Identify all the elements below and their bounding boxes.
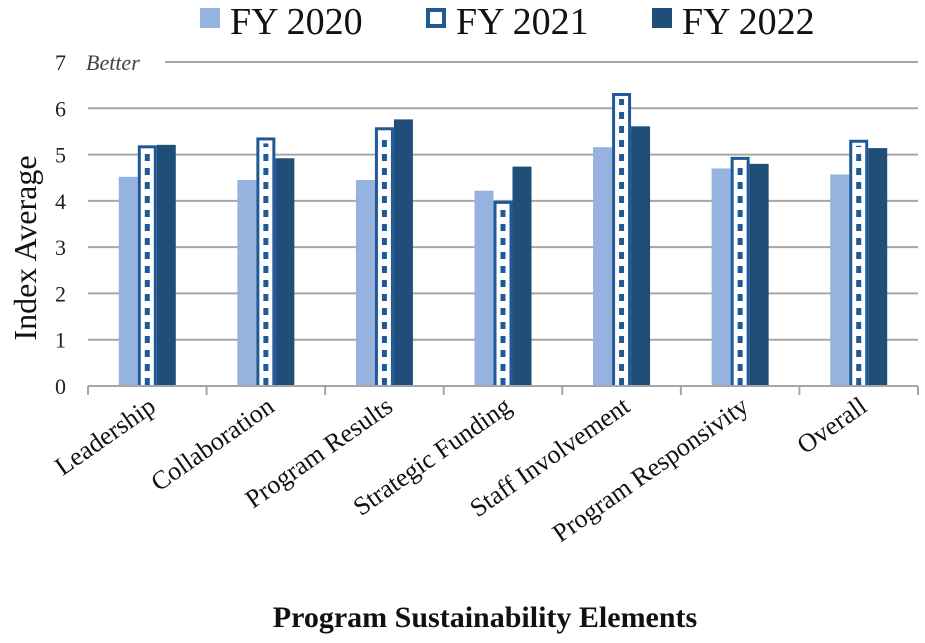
bar-program-responsivity-fy-2022 [749, 163, 769, 386]
x-axis-label: Program Sustainability Elements [273, 601, 697, 634]
bar-leadership-fy-2022 [156, 144, 176, 386]
bar-staff-involvement-fy-2020 [593, 147, 613, 386]
bar-strategic-funding-fy-2022 [512, 166, 532, 386]
y-tick-label-4: 4 [55, 189, 66, 214]
bar-staff-involvement-fy-2022 [631, 126, 651, 386]
category-label-overall: Overall [792, 391, 873, 459]
bar-program-responsivity-fy-2020 [711, 168, 731, 386]
y-axis-label: Index Average [7, 155, 43, 340]
legend: FY 2020 FY 2021 FY 2022 [200, 1, 815, 43]
bar-program-results-fy-2020 [355, 180, 375, 386]
bar-leadership-fy-2021 [137, 145, 157, 386]
bar-dashes [144, 151, 150, 386]
bar-program-results-fy-2021 [374, 127, 394, 387]
y-tick-label-2: 2 [55, 281, 66, 306]
y-tick-label-5: 5 [55, 143, 66, 168]
y-tick-label-7: 7 [55, 50, 66, 75]
bar-overall-fy-2022 [868, 148, 888, 386]
legend-swatch-fy-2022 [652, 8, 672, 28]
bar-dashes [737, 162, 743, 386]
bars [118, 93, 888, 387]
bar-collaboration-fy-2022 [275, 158, 295, 386]
bar-strategic-funding-fy-2020 [474, 190, 494, 386]
bar-leadership-fy-2020 [118, 176, 138, 386]
bar-collaboration-fy-2021 [256, 137, 276, 386]
bar-dashes [619, 99, 625, 387]
bar-dashes [856, 145, 862, 386]
category-label-program-responsivity: Program Responsivity [547, 391, 754, 548]
bar-strategic-funding-fy-2021 [493, 200, 513, 386]
category-label-leadership: Leadership [49, 391, 160, 481]
bar-overall-fy-2020 [830, 174, 850, 386]
legend-item-fy-2021[interactable]: FY 2021 [426, 1, 589, 43]
legend-item-fy-2022[interactable]: FY 2022 [652, 1, 815, 43]
legend-swatch-fy-2021-inner [430, 12, 442, 24]
legend-swatch-fy-2020 [200, 8, 220, 28]
legend-label-fy-2021: FY 2021 [456, 1, 589, 43]
bar-overall-fy-2021 [849, 139, 869, 386]
y-tick-label-0: 0 [55, 374, 66, 399]
x-axis [87, 385, 919, 395]
y-tick-labels: 0 1 2 3 4 5 6 7 [55, 50, 66, 399]
y-tick-label-1: 1 [55, 328, 66, 353]
bar-dashes [263, 143, 269, 386]
bar-staff-involvement-fy-2021 [612, 93, 632, 387]
legend-label-fy-2020: FY 2020 [230, 1, 363, 43]
y-tick-label-3: 3 [55, 235, 66, 260]
bar-program-responsivity-fy-2021 [730, 156, 750, 386]
bar-collaboration-fy-2020 [237, 180, 257, 386]
y-tick-label-6: 6 [55, 96, 66, 121]
bar-dashes [500, 206, 506, 386]
legend-item-fy-2020[interactable]: FY 2020 [200, 1, 363, 43]
better-annotation: Better [86, 50, 140, 75]
legend-label-fy-2022: FY 2022 [682, 1, 815, 43]
bar-dashes [381, 133, 387, 386]
bar-program-results-fy-2022 [393, 119, 413, 386]
